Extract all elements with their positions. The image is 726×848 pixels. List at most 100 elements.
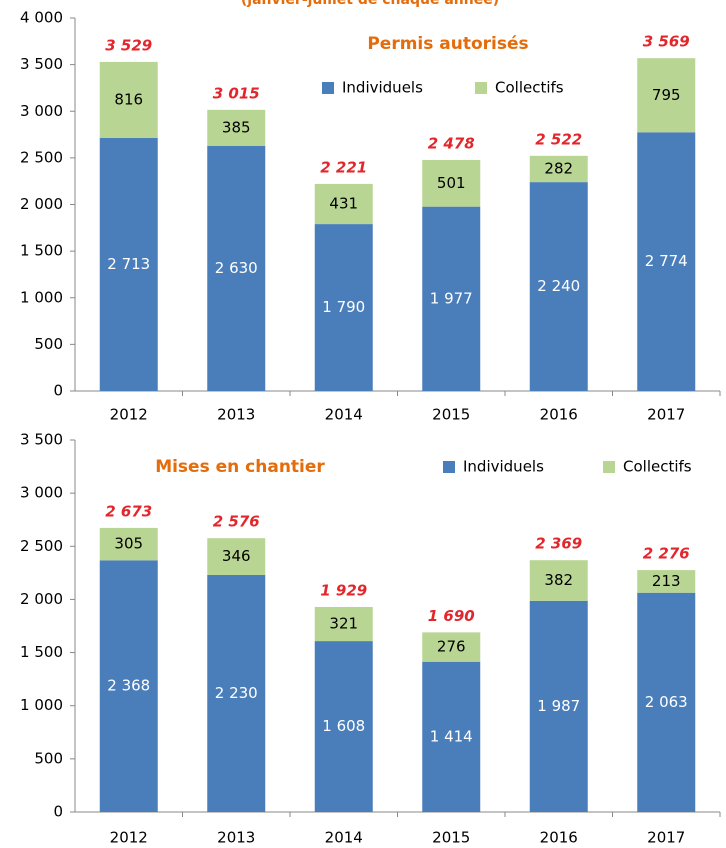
bar-segment (529, 560, 588, 601)
total-label: 2 522 (535, 130, 582, 148)
legend-swatch (322, 82, 334, 94)
bar-segment (207, 538, 266, 575)
x-tick-label: 2013 (217, 829, 255, 847)
y-tick-label: 1 500 (20, 242, 63, 260)
segment-label: 2 230 (215, 684, 258, 702)
y-tick-label: 2 000 (20, 195, 63, 213)
y-tick-label: 3 500 (20, 55, 63, 73)
segment-label: 282 (544, 159, 573, 177)
legend-label: Collectifs (623, 458, 692, 476)
segment-label: 2 713 (107, 255, 150, 273)
bar-segment (99, 138, 158, 391)
y-tick-label: 0 (53, 803, 63, 821)
total-label: 2 369 (535, 535, 582, 553)
y-tick-label: 1 000 (20, 288, 63, 306)
total-label: 2 276 (643, 545, 690, 563)
bar-segment (422, 661, 481, 812)
bar-segment (99, 527, 158, 561)
bar-segment (637, 58, 696, 133)
total-label: 3 529 (105, 36, 152, 54)
bar-segment (99, 560, 158, 812)
segment-label: 276 (437, 638, 466, 656)
bar-segment (314, 641, 373, 812)
segment-label: 795 (652, 86, 681, 104)
y-tick-label: 500 (34, 749, 63, 767)
legend-label: Individuels (342, 79, 423, 97)
segment-label: 2 368 (107, 677, 150, 695)
segment-label: 1 608 (322, 717, 365, 735)
x-tick-label: 2016 (540, 829, 578, 847)
total-label: 1 929 (320, 581, 367, 599)
y-tick-label: 3 500 (20, 431, 63, 449)
bar-segment (637, 592, 696, 812)
segment-label: 1 977 (430, 289, 473, 307)
x-tick-label: 2016 (540, 406, 578, 424)
y-tick-label: 1 000 (20, 696, 63, 714)
bar-segment (637, 570, 696, 593)
y-tick-label: 3 000 (20, 484, 63, 502)
bar-segment (637, 132, 696, 391)
total-label: 2 576 (213, 513, 260, 531)
segment-label: 382 (544, 571, 573, 589)
legend-label: Individuels (463, 458, 544, 476)
y-tick-label: 2 500 (20, 148, 63, 166)
bar-segment (422, 632, 481, 662)
segment-label: 305 (114, 535, 143, 553)
y-tick-label: 500 (34, 335, 63, 353)
legend-swatch (443, 461, 455, 473)
x-tick-label: 2015 (432, 829, 470, 847)
segment-label: 346 (222, 547, 251, 565)
y-tick-label: 3 000 (20, 102, 63, 120)
bar-segment (207, 145, 266, 391)
legend-label: Collectifs (495, 79, 564, 97)
segment-label: 501 (437, 174, 466, 192)
x-tick-label: 2012 (110, 829, 148, 847)
segment-label: 321 (329, 615, 358, 633)
y-tick-label: 2 000 (20, 590, 63, 608)
segment-label: 385 (222, 118, 251, 136)
x-tick-label: 2012 (110, 406, 148, 424)
segment-label: 2 630 (215, 259, 258, 277)
total-label: 2 221 (320, 158, 367, 176)
bar-segment (207, 109, 266, 146)
segment-label: 1 790 (322, 298, 365, 316)
total-label: 3 569 (643, 33, 690, 51)
segment-label: 2 240 (537, 277, 580, 295)
y-tick-label: 0 (53, 382, 63, 400)
total-label: 2 673 (105, 502, 152, 520)
x-tick-label: 2014 (325, 829, 363, 847)
segment-label: 2 063 (645, 693, 688, 711)
bar-segment (99, 61, 158, 139)
bar-segment (529, 600, 588, 812)
segment-label: 431 (329, 194, 358, 212)
segment-label: 816 (114, 90, 143, 108)
y-tick-label: 2 500 (20, 537, 63, 555)
bar-segment (529, 182, 588, 391)
bar-segment (207, 574, 266, 812)
y-tick-label: 4 000 (20, 9, 63, 27)
legend-swatch (475, 82, 487, 94)
bar-segment (314, 606, 373, 642)
segment-label: 213 (652, 572, 681, 590)
segment-label: 1 987 (537, 697, 580, 715)
total-label: 3 015 (213, 84, 260, 102)
x-tick-label: 2013 (217, 406, 255, 424)
bar-segment (422, 206, 481, 391)
chart-subtitle: (janvier-juillet de chaque année) (241, 0, 499, 8)
x-tick-label: 2014 (325, 406, 363, 424)
x-tick-label: 2017 (647, 406, 685, 424)
bar-segment (422, 159, 481, 207)
total-label: 1 690 (428, 607, 475, 625)
x-tick-label: 2015 (432, 406, 470, 424)
bar-segment (529, 155, 588, 183)
chart-title: Permis autorisés (367, 34, 528, 54)
legend-swatch (603, 461, 615, 473)
segment-label: 1 414 (430, 727, 473, 745)
y-tick-label: 1 500 (20, 643, 63, 661)
total-label: 2 478 (428, 134, 475, 152)
bar-segment (314, 224, 373, 391)
x-tick-label: 2017 (647, 829, 685, 847)
bar-segment (314, 183, 373, 225)
